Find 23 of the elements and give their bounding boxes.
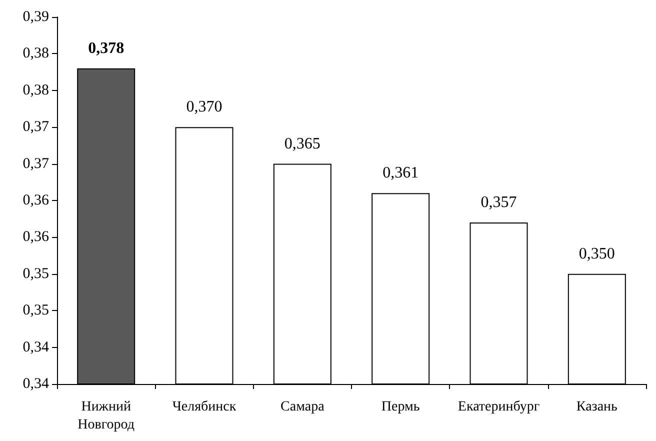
data-label: 0,350 — [578, 245, 615, 262]
data-label: 0,370 — [186, 98, 222, 116]
y-tick-label: 0,37 — [22, 156, 50, 172]
y-tick-label: 0,36 — [22, 192, 50, 208]
y-tick-label: 0,35 — [22, 266, 49, 282]
data-label: 0,357 — [480, 194, 517, 212]
y-tick-label: 0,34 — [22, 339, 50, 356]
x-tick-label: Пермь — [381, 400, 420, 414]
y-tick-label: 0,37 — [22, 119, 50, 136]
x-tick-label: Челябинск — [172, 400, 236, 414]
x-tick-label: Екатеринбург — [458, 400, 540, 414]
x-tick-label: Нижний Новгород — [78, 400, 135, 432]
y-tick-label: 0,38 — [22, 46, 49, 62]
x-tick-label: Самара — [280, 400, 326, 414]
y-tick-label: 0,34 — [22, 376, 50, 392]
data-label: 0,361 — [382, 164, 419, 182]
data-label: 0,365 — [284, 135, 320, 152]
y-tick-label: 0,35 — [22, 302, 49, 319]
x-tick-label: Казань — [576, 400, 618, 414]
data-label: 0,378 — [88, 40, 124, 57]
y-tick-label: 0,38 — [22, 82, 49, 98]
y-tick-label: 0,36 — [22, 229, 50, 246]
y-tick-label: 0,39 — [22, 9, 49, 25]
